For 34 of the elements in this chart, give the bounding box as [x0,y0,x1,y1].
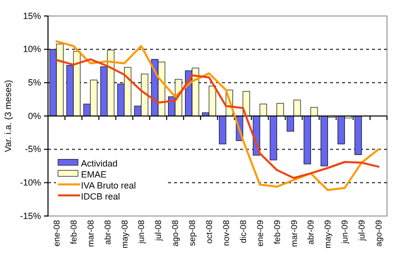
x-tick-label: abr-08 [102,220,112,245]
y-tick-label: 0% [28,110,41,121]
x-tick-label: ago-09 [374,220,384,246]
x-tick-label: oct-08 [204,220,214,244]
x-tick-label: mar-08 [85,220,96,247]
x-tick-label: sep-08 [187,220,198,246]
legend-label: IVA Bruto real [81,180,136,190]
y-tick-label: 15% [22,10,41,21]
x-tick-label: jun-08 [136,220,146,245]
y-tick-label: 10% [22,44,41,54]
x-tick-label: abr-09 [306,220,316,245]
x-tick-label: ene-09 [254,220,265,246]
y-tick-label: -5% [24,144,41,154]
x-tick-label: may-09 [322,220,333,248]
x-tick-label: nov-08 [220,220,231,246]
x-tick-label: may-08 [119,220,130,248]
legend-label: IDCB real [81,191,120,202]
y-tick-label: -15% [20,210,41,221]
x-tick-label: jul-09 [356,220,367,242]
x-tick-label: feb-09 [272,220,282,244]
line-series [55,58,380,179]
line-series [55,40,380,191]
y-tick-label: -10% [20,178,41,188]
x-tick-label: jun-09 [340,220,350,245]
legend-label: EMAE [81,169,107,180]
x-tick-label: ene-08 [51,220,62,246]
x-tick-label: feb-08 [68,220,78,244]
y-tick-label: 5% [28,78,41,88]
legend-label: Actividad [81,158,118,168]
x-tick-label: ago-08 [170,220,180,246]
y-axis-title: Var. i.a. (3 meses) [3,80,13,152]
x-tick-label: jul-08 [153,220,164,242]
x-tick-label: dic-08 [238,220,248,244]
x-tick-label: mar-09 [288,220,299,247]
